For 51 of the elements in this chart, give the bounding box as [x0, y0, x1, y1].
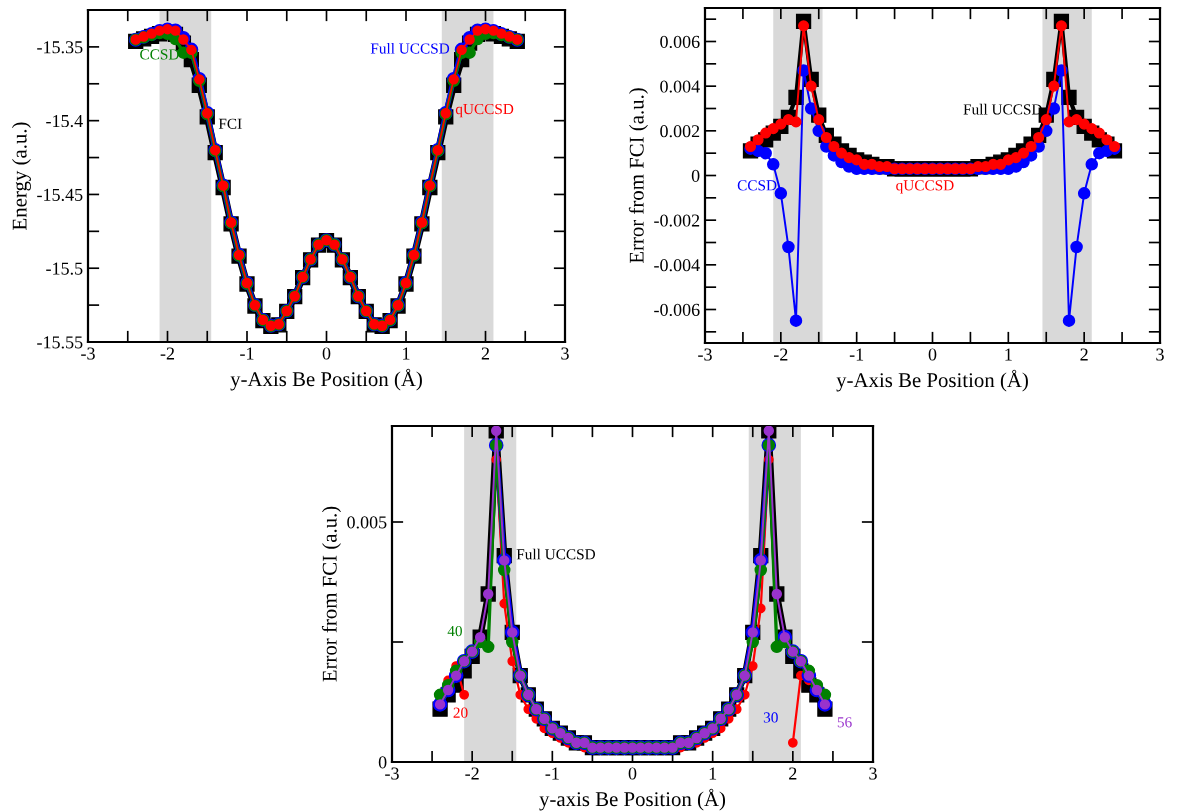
- x-tick-label: -3: [698, 348, 712, 361]
- y-tick-label: -0.004: [654, 259, 700, 272]
- x-tick-label: -1: [545, 767, 559, 780]
- series-label: 20: [453, 707, 468, 718]
- x-tick-label: 1: [403, 347, 410, 360]
- x-tick-label: 1: [709, 767, 717, 780]
- series-label: Full UCCSD: [370, 42, 450, 54]
- y-tick-label: -15.45: [37, 188, 83, 201]
- series-label: 40: [447, 625, 462, 637]
- x-tick-label: -3: [81, 347, 95, 360]
- x-tick-label: -2: [160, 347, 175, 360]
- series-label: 56: [837, 717, 852, 728]
- series-label: CCSD: [737, 180, 777, 191]
- series-label: FCI: [218, 118, 242, 129]
- x-tick-label: -1: [849, 348, 864, 361]
- series-label: qUCCSD: [455, 103, 514, 118]
- x-tick-label: 0: [928, 348, 937, 361]
- y-axis-title: Energy (a.u.): [11, 122, 31, 230]
- series-label: qUCCSD: [896, 180, 954, 194]
- x-axis-title: y-axis Be Position (Å): [539, 788, 726, 811]
- x-axis-title: y-Axis Be Position (Å): [230, 368, 422, 391]
- y-tick-label: -15.4: [46, 115, 83, 128]
- x-tick-label: 3: [869, 767, 877, 780]
- series-label: 30: [763, 712, 778, 723]
- y-tick-label: -15.35: [37, 41, 83, 54]
- y-tick-label: 0: [691, 169, 700, 182]
- y-tick-label: -15.55: [37, 336, 83, 349]
- x-tick-label: -2: [465, 767, 479, 780]
- x-tick-label: 0: [322, 347, 331, 360]
- x-tick-label: 0: [628, 767, 637, 780]
- y-tick-label: -15.5: [46, 262, 83, 275]
- x-tick-label: -2: [773, 348, 788, 361]
- y-axis-title: Error from FCI (a.u.): [628, 88, 648, 264]
- y-tick-label: 0.002: [660, 125, 700, 138]
- x-tick-label: -3: [385, 767, 399, 780]
- y-tick-label: 0.005: [347, 516, 387, 529]
- x-tick-label: 2: [481, 347, 490, 360]
- x-tick-label: -1: [240, 347, 254, 360]
- y-tick-label: -0.006: [654, 303, 700, 317]
- y-tick-label: 0.004: [660, 80, 700, 93]
- y-tick-label: 0.006: [660, 35, 700, 49]
- x-tick-label: 3: [561, 347, 569, 360]
- y-axis-title: Error from FCI (a.u.): [321, 506, 341, 682]
- x-tick-label: 3: [1156, 348, 1164, 361]
- x-tick-label: 2: [1080, 348, 1088, 361]
- x-axis-title: y-Axis Be Position (Å): [836, 369, 1028, 392]
- x-tick-label: 2: [789, 767, 797, 780]
- x-tick-label: 1: [1005, 348, 1012, 361]
- series-label: CCSD: [140, 49, 179, 60]
- y-tick-label: -0.002: [654, 214, 700, 227]
- series-label: Full UCCSD: [516, 548, 596, 560]
